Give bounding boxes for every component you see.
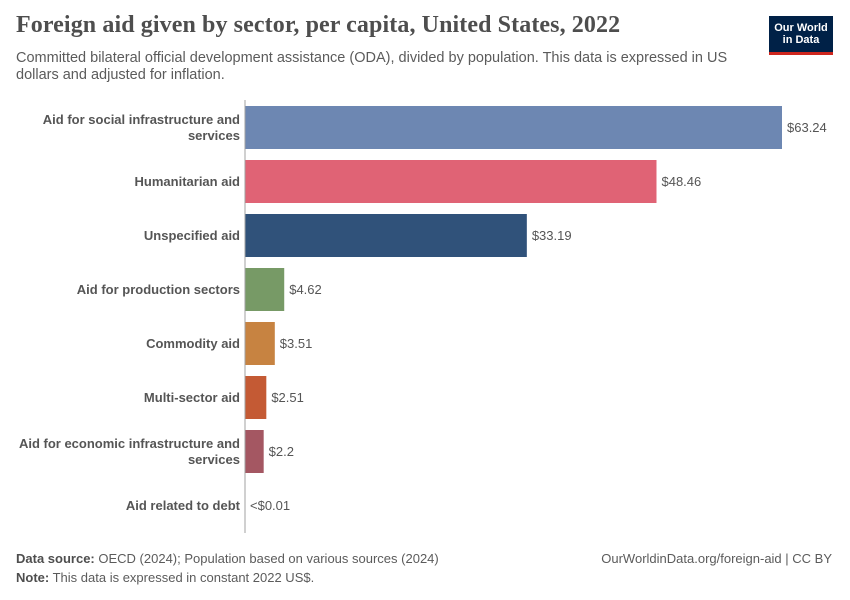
bar xyxy=(245,430,264,473)
data-source-text: OECD (2024); Population based on various… xyxy=(98,551,439,566)
category-label: Commodity aid xyxy=(146,336,240,351)
category-label: Unspecified aid xyxy=(144,228,240,243)
value-label: $2.51 xyxy=(271,390,304,405)
data-source-label: Data source: xyxy=(16,551,95,566)
value-label: $2.2 xyxy=(269,444,294,459)
bar xyxy=(245,268,285,311)
value-label: $48.46 xyxy=(661,174,701,189)
owid-logo[interactable]: Our World in Data xyxy=(769,16,833,55)
category-label: Humanitarian aid xyxy=(135,174,241,189)
category-label: services xyxy=(188,452,240,467)
bar xyxy=(245,214,527,257)
bar xyxy=(245,322,275,365)
value-label: <$0.01 xyxy=(250,498,290,513)
note-label: Note: xyxy=(16,570,50,585)
value-label: $3.51 xyxy=(280,336,313,351)
chart-note: Note: This data is expressed in constant… xyxy=(16,570,314,585)
source-url-link[interactable]: OurWorldinData.org/foreign-aid | CC BY xyxy=(601,551,832,566)
data-source: Data source: OECD (2024); Population bas… xyxy=(16,551,439,566)
bar xyxy=(245,160,657,203)
chart-title: Foreign aid given by sector, per capita,… xyxy=(16,12,621,38)
chart-subtitle: Committed bilateral official development… xyxy=(16,50,728,83)
category-label: services xyxy=(188,128,240,143)
value-label: $4.62 xyxy=(289,282,322,297)
category-label: Aid for production sectors xyxy=(77,282,240,297)
value-label: $33.19 xyxy=(532,228,572,243)
bar xyxy=(245,376,267,419)
value-label: $63.24 xyxy=(787,120,827,135)
logo-line-1: Our World xyxy=(774,22,828,34)
category-label: Aid for social infrastructure and xyxy=(43,112,240,127)
category-label: Aid related to debt xyxy=(126,498,241,513)
note-text: This data is expressed in constant 2022 … xyxy=(52,570,315,585)
logo-line-2: in Data xyxy=(782,34,820,46)
category-label: Aid for economic infrastructure and xyxy=(19,436,240,451)
bar xyxy=(245,106,782,149)
category-label: Multi-sector aid xyxy=(144,390,240,405)
